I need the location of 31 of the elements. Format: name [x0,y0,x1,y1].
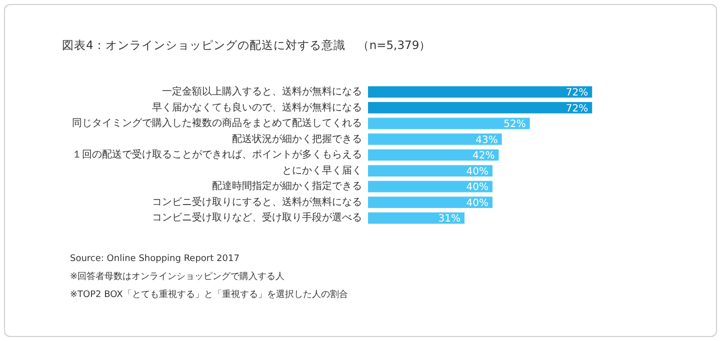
data-label: 43% [476,134,498,146]
y-tick-label: コンビニ受け取りにすると、送料が無料になる [152,196,362,208]
bar [368,196,492,208]
bar [368,149,499,161]
bar [368,118,530,130]
y-tick-label: １回の配送で受け取ることができれば、ポイントが多くもらえる [72,148,362,161]
data-label: 52% [504,119,526,130]
bar [368,86,592,98]
data-label: 72% [566,103,588,114]
bar [368,102,592,114]
y-tick-label: 同じタイミングで購入した複数の商品をまとめて配送してくれる [72,117,362,130]
text: ※TOP2 BOX「とても重視する」と「重視する」を選択した人の割合 [70,288,348,302]
text: 図表4：オンラインショッピングの配送に対する意識 （n=5,379） [62,38,432,53]
bar [368,134,502,145]
data-label: 42% [472,150,495,162]
data-label: 31% [438,214,460,225]
data-label: 40% [466,198,488,209]
bar [368,180,492,192]
source-note: Source: Online Shopping Report 2017 [70,253,240,266]
data-label: 40% [466,182,488,194]
y-tick-label: 早く届かなくても良いので、送料が無料になる [152,101,362,114]
text: ※回答者母数はオンラインショッピングで購入する人 [70,270,286,284]
data-label: 40% [466,166,488,178]
y-tick-label: 配達時間指定が細かく指定できる [212,180,362,192]
bar [368,212,464,224]
y-tick-label: とにかく早く届く [282,165,362,176]
y-tick-label: 一定金額以上購入すると、送料が無料になる [162,85,362,98]
y-tick-label: 配送状況が細かく把握できる [232,132,362,145]
bar [368,165,492,176]
data-label: 72% [566,87,588,98]
y-tick-label: コンビニ受け取りなど、受け取り手段が選べる [152,212,362,224]
